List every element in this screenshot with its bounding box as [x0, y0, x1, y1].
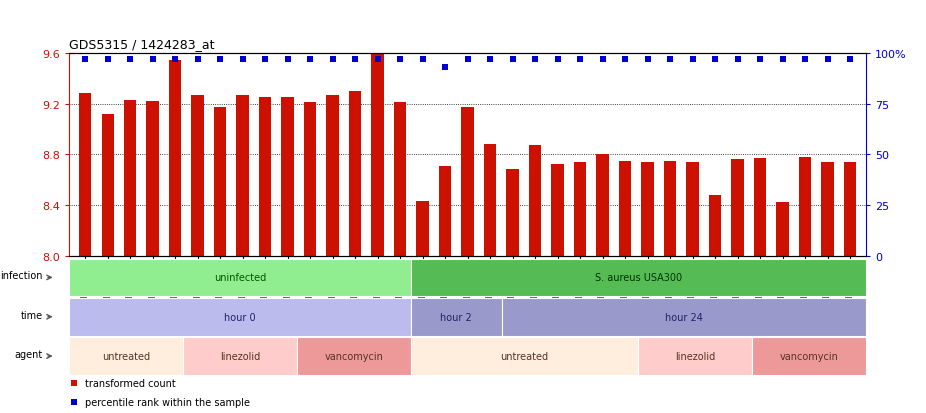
Bar: [596, 155, 608, 256]
Text: untreated: untreated: [500, 351, 548, 361]
Text: S. aureus USA300: S. aureus USA300: [594, 273, 682, 283]
Text: untreated: untreated: [102, 351, 150, 361]
Bar: [574, 162, 586, 256]
Bar: [79, 94, 92, 256]
Bar: [752, 337, 866, 375]
Bar: [619, 161, 632, 256]
Text: agent: agent: [15, 349, 44, 359]
Bar: [638, 337, 752, 375]
Bar: [124, 100, 136, 256]
Bar: [439, 166, 451, 256]
Bar: [529, 146, 542, 256]
Text: time: time: [21, 310, 44, 320]
Bar: [282, 98, 294, 256]
Text: vancomycin: vancomycin: [780, 351, 838, 361]
Text: linezolid: linezolid: [220, 351, 260, 361]
Bar: [551, 165, 564, 256]
Bar: [192, 95, 204, 256]
Bar: [259, 98, 271, 256]
Bar: [642, 162, 654, 256]
Bar: [664, 161, 676, 256]
Bar: [686, 162, 699, 256]
Bar: [327, 95, 339, 256]
Bar: [69, 298, 411, 336]
Text: linezolid: linezolid: [675, 351, 715, 361]
Bar: [349, 92, 361, 256]
Bar: [304, 103, 317, 256]
Bar: [394, 103, 407, 256]
Bar: [484, 145, 496, 256]
Bar: [844, 162, 857, 256]
Text: transformed count: transformed count: [84, 379, 175, 389]
Bar: [236, 95, 249, 256]
Text: infection: infection: [1, 271, 44, 281]
Bar: [146, 102, 159, 256]
Text: uninfected: uninfected: [214, 273, 266, 283]
Text: vancomycin: vancomycin: [324, 351, 383, 361]
Bar: [411, 298, 502, 336]
Bar: [69, 337, 183, 375]
Text: percentile rank within the sample: percentile rank within the sample: [84, 397, 250, 407]
Bar: [169, 61, 181, 256]
Bar: [502, 298, 866, 336]
Bar: [371, 54, 384, 256]
Bar: [709, 195, 721, 256]
Text: hour 2: hour 2: [441, 312, 472, 322]
Bar: [297, 337, 411, 375]
Bar: [821, 162, 833, 256]
Bar: [69, 259, 411, 297]
Bar: [411, 337, 638, 375]
Text: hour 0: hour 0: [224, 312, 256, 322]
Text: hour 24: hour 24: [665, 312, 703, 322]
Bar: [102, 114, 114, 256]
Bar: [507, 170, 519, 256]
Bar: [732, 160, 744, 256]
Bar: [417, 202, 429, 256]
Bar: [214, 108, 226, 256]
Bar: [776, 203, 789, 256]
Bar: [461, 108, 474, 256]
Bar: [754, 159, 767, 256]
Bar: [183, 337, 297, 375]
Bar: [411, 259, 866, 297]
Bar: [799, 157, 811, 256]
Text: GDS5315 / 1424283_at: GDS5315 / 1424283_at: [69, 38, 215, 51]
